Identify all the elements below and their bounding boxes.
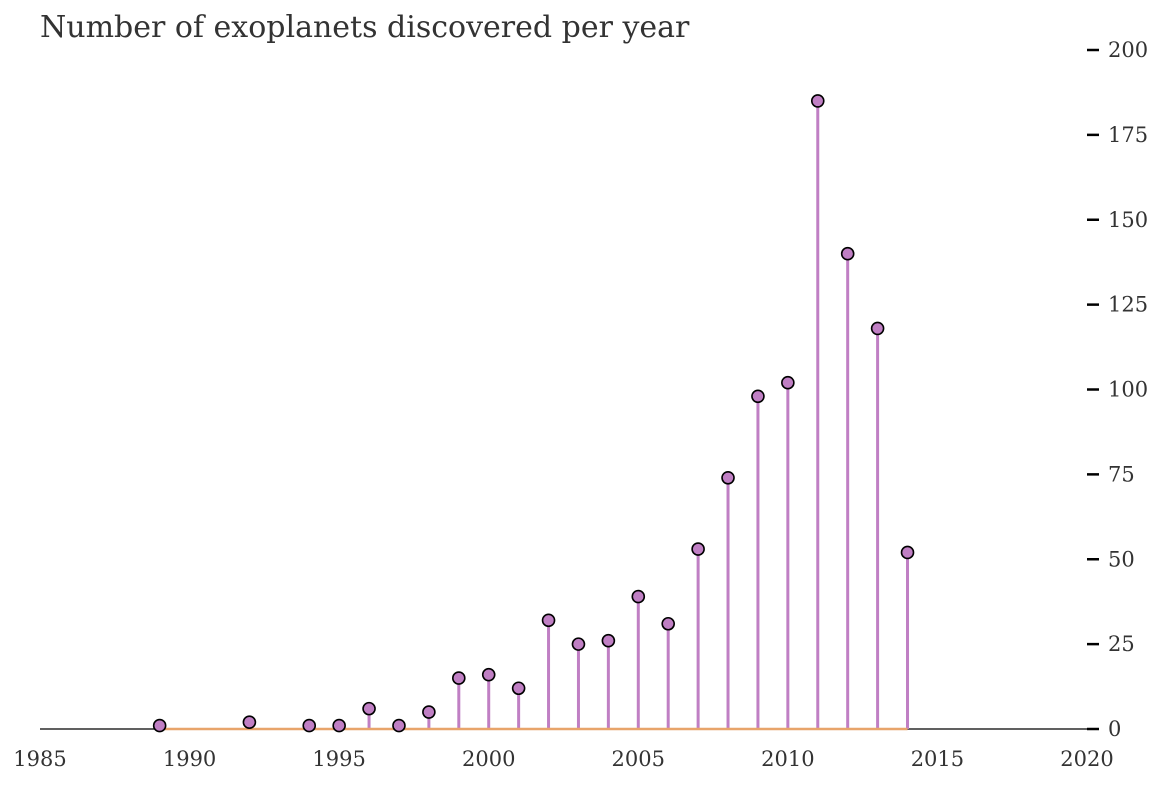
stem-marker [691,542,705,556]
stem-marker [511,681,526,696]
y-tick-label: 150 [1108,208,1148,232]
y-tick-label: 25 [1108,632,1135,656]
x-tick-label: 1985 [13,747,66,771]
stem-marker [152,718,167,733]
stem-marker [571,637,586,651]
stem-marker [481,667,496,682]
axes-group: 1985 1990 1995 2000 2005 2010 2015 2020 0 25 50 75 1… [13,38,1148,771]
stem-marker [362,701,376,716]
stem-marker [541,613,556,628]
y-tick-label: 100 [1108,378,1148,402]
stem-marker [721,470,735,485]
y-tick-label: 0 [1108,717,1121,741]
stems-group [158,100,910,731]
stem-marker [392,718,406,733]
x-tick-label: 2010 [761,747,814,771]
stem-marker [631,589,646,604]
stem-marker [870,321,885,336]
markers-group [152,94,915,733]
stem-marker [302,718,317,733]
x-tick-label: 1995 [312,747,365,771]
stem-marker [781,375,795,390]
stem-marker [242,715,257,730]
stem-marker [332,718,346,733]
stem-marker [900,545,915,560]
y-tick-label: 200 [1108,38,1148,62]
y-tick-label: 50 [1108,547,1135,571]
stem-marker [840,246,855,261]
x-tick-label: 2005 [612,747,665,771]
x-tick-label: 2015 [911,747,964,771]
y-tick-label: 125 [1108,293,1148,317]
stem-marker [422,705,436,719]
x-tick-label: 2000 [462,747,515,771]
stem-marker [661,616,676,631]
chart-title: Number of exoplanets discovered per year [40,10,690,45]
stem-marker [810,94,825,108]
stem-marker [751,389,765,404]
stem-marker [601,633,616,648]
x-tick-label: 2020 [1060,747,1113,771]
x-tick-label: 1990 [163,747,216,771]
y-tick-label: 175 [1108,123,1148,147]
stem-marker [451,671,466,685]
y-tick-label: 75 [1108,462,1135,486]
